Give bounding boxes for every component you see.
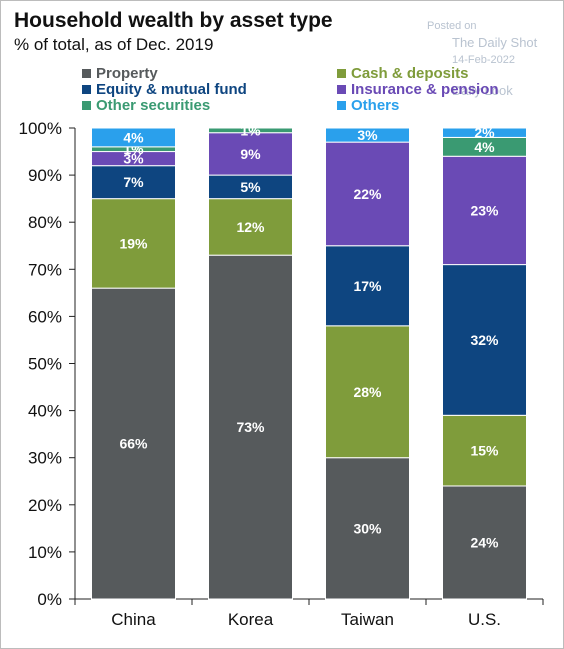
bar-segment: [325, 457, 410, 600]
bar-segment: [208, 198, 293, 256]
y-tick-label: 90%: [28, 166, 62, 185]
bar-segment: [325, 245, 410, 327]
legend-label-equity: Equity & mutual fund: [96, 81, 247, 98]
data-label: 66%: [119, 436, 148, 452]
data-label: 3%: [123, 151, 144, 167]
bar-segment: [442, 485, 527, 600]
chart-title: Household wealth by asset type: [14, 9, 333, 32]
legend-item-equity: Equity & mutual fund: [82, 81, 247, 98]
data-label: 15%: [470, 443, 499, 459]
bar-segment: [208, 127, 293, 134]
legend-item-other-securities: Other securities: [82, 97, 210, 114]
data-label: 7%: [123, 174, 144, 190]
y-tick-label: 20%: [28, 496, 62, 515]
legend-label-others: Others: [351, 97, 400, 114]
x-tick-label: U.S.: [468, 610, 501, 629]
legend-swatch-equity: [82, 85, 91, 94]
legend-swatch-others: [337, 101, 346, 110]
bar-segment: [325, 141, 410, 247]
bar-segment: [442, 127, 527, 138]
y-tick-label: 100%: [19, 119, 62, 138]
data-label: 12%: [236, 219, 265, 235]
bar-segment: [325, 325, 410, 459]
data-label: 1%: [240, 122, 261, 138]
bar-segment: [91, 287, 176, 600]
y-tick-label: 30%: [28, 449, 62, 468]
legend-label-cash: Cash & deposits: [351, 65, 469, 82]
data-label: 23%: [470, 202, 499, 218]
y-tick-label: 10%: [28, 543, 62, 562]
data-label: 4%: [123, 129, 144, 145]
y-tick-label: 60%: [28, 307, 62, 326]
watermark-brand: Daily Look: [452, 83, 513, 98]
data-label: 24%: [470, 534, 499, 550]
legend-label-insurance: Insurance & pension: [351, 81, 499, 98]
bar-segment: [91, 165, 176, 200]
bar-segment: [442, 155, 527, 266]
data-label: 3%: [357, 127, 378, 143]
y-tick-label: 80%: [28, 213, 62, 232]
data-label: 28%: [353, 384, 382, 400]
bar-segment: [208, 254, 293, 600]
y-tick-label: 50%: [28, 355, 62, 374]
x-tick-label: China: [111, 610, 156, 629]
data-label: 17%: [353, 278, 382, 294]
data-label: 32%: [470, 332, 499, 348]
legend-swatch-cash: [337, 69, 346, 78]
watermark-source: The Daily Shot: [452, 35, 538, 50]
bar-segment: [442, 264, 527, 416]
chart-subtitle: % of total, as of Dec. 2019: [14, 35, 214, 54]
data-label: 4%: [474, 139, 495, 155]
y-tick-label: 40%: [28, 402, 62, 421]
data-label: 2%: [474, 125, 495, 141]
legend-swatch-property: [82, 69, 91, 78]
watermark-date: 14-Feb-2022: [452, 54, 515, 66]
legend-item-cash: Cash & deposits: [337, 65, 469, 82]
bar-segment: [325, 127, 410, 143]
data-label: 22%: [353, 186, 382, 202]
legend-item-insurance: Insurance & pension: [337, 81, 499, 98]
data-label: 9%: [240, 146, 261, 162]
bar-segment: [91, 198, 176, 289]
watermark-posted-on: Posted on: [427, 20, 477, 32]
legend-swatch-insurance: [337, 85, 346, 94]
data-label: 19%: [119, 235, 148, 251]
legend-swatch-other-securities: [82, 101, 91, 110]
legend-item-others: Others: [337, 97, 399, 114]
data-label: 30%: [353, 520, 382, 536]
bar-segment: [91, 127, 176, 148]
y-tick-label: 70%: [28, 260, 62, 279]
legend-label-property: Property: [96, 65, 158, 82]
data-label: 73%: [236, 419, 265, 435]
x-tick-label: Korea: [228, 610, 274, 629]
legend-label-other-securities: Other securities: [96, 97, 211, 114]
x-tick-label: Taiwan: [341, 610, 394, 629]
y-tick-label: 0%: [37, 590, 62, 609]
legend-item-property: Property: [82, 65, 158, 82]
data-label: 5%: [240, 179, 261, 195]
